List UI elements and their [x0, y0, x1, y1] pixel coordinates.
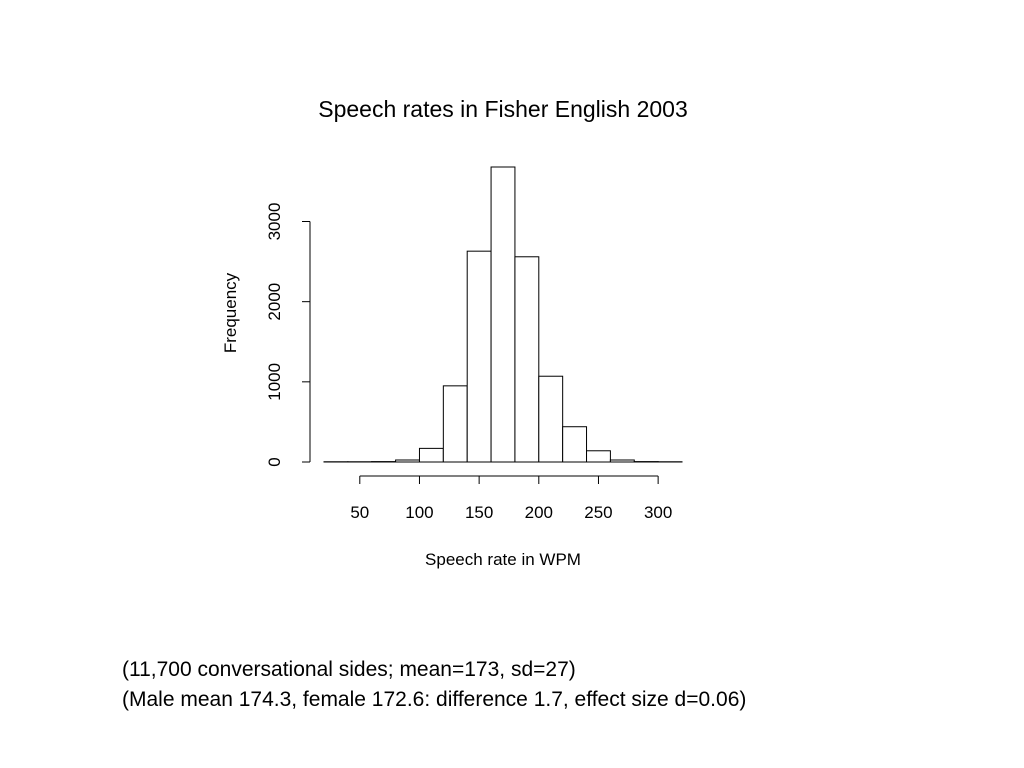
- histogram-bar-5: [418, 447, 444, 463]
- x-axis: 50 100 150 200 250 300: [350, 475, 672, 522]
- histogram-bar-10: [538, 375, 564, 463]
- histogram-bar-11: [562, 426, 588, 463]
- x-tick-label: 150: [465, 503, 493, 522]
- y-tick-label: 1000: [265, 363, 284, 401]
- histogram-bar-7: [466, 250, 492, 463]
- histogram-bar-13: [609, 459, 635, 463]
- histogram-chart: Speech rates in Fisher English 2003 50 10…: [221, 96, 688, 569]
- x-tick-label: 100: [405, 503, 433, 522]
- y-axis-label: Frequency: [221, 272, 240, 353]
- x-tick-label: 50: [350, 503, 369, 522]
- chart-title: Speech rates in Fisher English 2003: [318, 96, 688, 122]
- chart-caption: (11,700 conversational sides; mean=173, …: [122, 655, 746, 715]
- histogram-bar-4: [395, 459, 420, 463]
- histogram-bar-9: [514, 256, 540, 463]
- histogram-bars: [323, 166, 683, 463]
- x-axis-label: Speech rate in WPM: [425, 550, 581, 569]
- x-tick-label: 200: [525, 503, 553, 522]
- x-tick-label: 300: [644, 503, 672, 522]
- y-tick-label: 2000: [265, 283, 284, 321]
- histogram-bar-12: [586, 450, 611, 463]
- caption-line-1: (11,700 conversational sides; mean=173, …: [122, 658, 576, 681]
- caption-line-2: (Male mean 174.3, female 172.6: differen…: [122, 688, 747, 711]
- histogram-bar-8: [490, 166, 516, 463]
- y-tick-label: 0: [265, 457, 284, 466]
- y-tick-label: 3000: [265, 203, 284, 241]
- y-axis: 0 1000 2000 3000: [265, 203, 311, 467]
- x-tick-label: 250: [584, 503, 612, 522]
- histogram-bar-6: [442, 385, 468, 463]
